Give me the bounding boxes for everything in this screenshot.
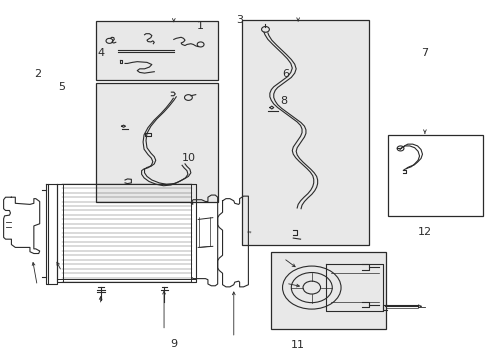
Text: 9: 9	[170, 339, 177, 349]
Bar	[242, 21, 368, 244]
Text: 10: 10	[181, 153, 195, 163]
Text: **: **	[246, 230, 252, 235]
Bar	[96, 83, 217, 202]
Bar	[387, 135, 483, 216]
Text: 2: 2	[34, 69, 41, 79]
Text: 12: 12	[417, 227, 431, 237]
Bar	[271, 252, 385, 329]
Text: 4: 4	[97, 48, 104, 58]
Text: 3: 3	[236, 15, 243, 26]
Text: 11: 11	[290, 340, 305, 350]
Text: 7: 7	[421, 48, 427, 58]
Text: 8: 8	[279, 96, 286, 106]
Text: 5: 5	[58, 82, 65, 92]
Text: 6: 6	[282, 69, 289, 79]
Bar	[96, 22, 217, 80]
Text: 1: 1	[197, 21, 203, 31]
